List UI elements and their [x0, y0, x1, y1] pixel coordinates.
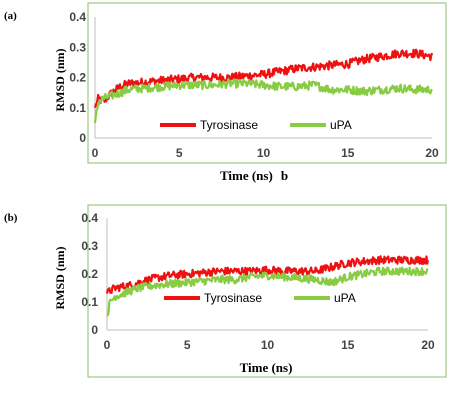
panel-a-y-tick-label: 0.2 — [69, 71, 86, 85]
panel-b-y-tick-label: 0 — [91, 323, 98, 337]
panel-a-x-tick-label: 5 — [176, 146, 183, 160]
panel-a-legend-label-upa: uPA — [330, 118, 352, 132]
panel-b-legend-label-upa: uPA — [334, 291, 356, 305]
panel-a-x-axis-suffix: b — [281, 168, 288, 183]
panel-a-y-axis-title: RMSD (nm) — [53, 49, 67, 112]
panel-b-series-upa-line — [106, 266, 429, 317]
panel-b-plot-area: 0 0.1 0.2 0.3 0.4 0 5 10 15 20 Tyrosinase uPA — [81, 211, 435, 352]
panel-a-y-tick-label: 0 — [79, 131, 86, 145]
panel-b-x-axis-title: Time (ns) — [240, 360, 293, 375]
panel-b-y-tick-label: 0.2 — [81, 267, 98, 281]
panel-a-y-tick-label: 0.3 — [69, 40, 86, 54]
panel-b-frame — [87, 204, 447, 378]
panel-a-y-tick-label: 0.4 — [69, 10, 86, 24]
panel-a-legend: Tyrosinase uPA — [160, 118, 352, 132]
panel-b-x-tick-label: 10 — [261, 338, 275, 352]
panel-a-x-tick-label: 0 — [92, 146, 99, 160]
panel-a-series-tyrosinase-line — [93, 48, 434, 109]
panel-b: (b) RMSD (nm) 0 0.1 0.2 0.3 0.4 0 5 10 15 20 Tyros… — [4, 204, 447, 378]
panel-b-legend: Tyrosinase uPA — [164, 291, 356, 305]
panel-a: (a) RMSD (nm) 0 0.1 0.2 0.3 0.4 0 5 10 15 20 Tyros… — [4, 2, 447, 183]
panel-b-y-tick-label: 0.3 — [81, 239, 98, 253]
panel-a-x-axis-title-text: Time (ns) — [220, 168, 273, 183]
panel-a-x-axis-title: Time (ns) b — [220, 168, 288, 183]
panel-a-plot-area: 0 0.1 0.2 0.3 0.4 0 5 10 15 20 Tyrosinase uPA — [69, 10, 439, 160]
panel-b-x-tick-label: 15 — [341, 338, 355, 352]
panel-a-x-tick-label: 20 — [425, 146, 439, 160]
panel-b-series-tyrosinase-line — [105, 255, 430, 294]
panel-b-label: (b) — [4, 212, 18, 224]
panel-a-x-tick-label: 10 — [257, 146, 271, 160]
panel-a-series-upa-line — [93, 78, 433, 124]
panel-b-x-tick-label: 20 — [421, 338, 435, 352]
panel-b-legend-label-tyrosinase: Tyrosinase — [204, 291, 262, 305]
panel-b-y-tick-label: 0.4 — [81, 211, 98, 225]
panel-b-x-tick-label: 0 — [104, 338, 111, 352]
panel-a-legend-label-tyrosinase: Tyrosinase — [200, 118, 258, 132]
panel-a-x-tick-label: 15 — [341, 146, 355, 160]
panel-b-x-tick-label: 5 — [184, 338, 191, 352]
panel-b-y-axis-title: RMSD (nm) — [53, 247, 67, 310]
panel-a-label: (a) — [4, 10, 17, 22]
panel-b-y-tick-label: 0.1 — [81, 295, 98, 309]
panel-a-y-tick-label: 0.1 — [69, 101, 86, 115]
